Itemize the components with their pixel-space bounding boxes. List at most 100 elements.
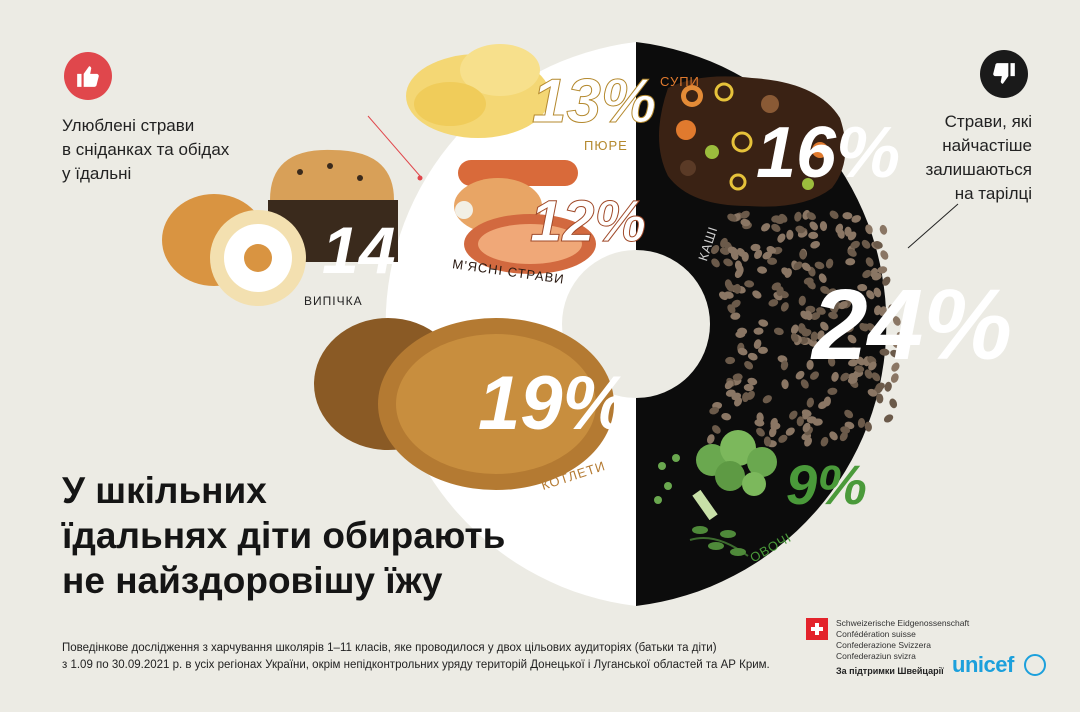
buckwheat-grain [879,224,888,235]
buckwheat-grain [753,327,764,335]
buckwheat-grain [789,410,798,420]
buckwheat-grain [880,250,889,260]
buckwheat-grain [873,241,883,249]
buckwheat-grain [847,376,858,384]
buckwheat-grain [740,218,751,227]
soups-percent: 16% [756,113,901,193]
meat-percent: 12% [529,189,647,255]
buckwheat-grain [876,393,884,404]
buckwheat-illustration [706,210,906,448]
headline-line: їдальнях діти обирають [62,515,506,556]
buckwheat-grain [890,349,900,358]
buckwheat-grain [861,239,871,249]
buckwheat-grain [780,360,789,371]
buckwheat-grain [801,329,812,337]
buckwheat-grain [854,365,865,373]
buckwheat-grain [891,362,900,372]
buckwheat-grain [896,331,906,341]
porridge-percent: 24% [812,269,1013,381]
buckwheat-grain [879,348,890,356]
buckwheat-grain [859,323,870,331]
cutlets-percent: 19% [478,361,631,446]
headline-line: У шкільних [62,470,267,511]
buckwheat-grain [847,334,857,344]
buckwheat-grain [865,257,874,267]
buckwheat-grain [780,302,789,312]
buckwheat-grain [884,381,892,392]
swiss-flag-icon [806,618,828,640]
buckwheat-grain [801,262,811,272]
puree-illustration [406,44,550,138]
buckwheat-grain [799,249,807,260]
left-caption: Улюблені страви в сніданках та обідах у … [62,114,229,186]
buckwheat-grain [820,321,829,331]
buckwheat-grain [753,339,762,349]
right-caption-line: на тарілці [954,184,1032,203]
buckwheat-grain [888,304,896,315]
buckwheat-grain [871,372,881,382]
buckwheat-grain [725,356,736,365]
buckwheat-grain [857,283,868,292]
buckwheat-grain [737,347,748,356]
thumbs-up-icon [64,52,112,100]
right-caption-line: залишаються [925,160,1032,179]
buckwheat-grain [819,221,828,232]
cutlets-illustration [314,318,614,490]
buckwheat-grain [883,414,894,423]
buckwheat-grain [727,246,738,255]
broccoli-illustration [692,430,777,521]
buckwheat-grain [711,258,720,268]
buckwheat-grain [725,389,736,397]
buckwheat-grain [879,306,887,316]
buckwheat-grain [849,347,860,355]
buckwheat-grain [801,409,812,417]
buckwheat-grain [892,341,903,349]
buckwheat-grain [784,268,792,278]
peas-illustration [654,454,680,504]
buckwheat-grain [867,388,878,397]
buckwheat-grain [778,434,788,443]
swiss-confederation-text: Schweizerische Eidgenossenschaft Confédé… [836,618,969,662]
buckwheat-grain [831,371,839,382]
buckwheat-grain [827,387,838,395]
buckwheat-grain [794,211,802,222]
buckwheat-grain [806,397,815,408]
puree-label: ПЮРЕ [584,138,628,153]
buckwheat-grain [827,356,836,367]
buckwheat-grain [835,223,844,234]
buckwheat-grain [865,224,873,235]
buckwheat-grain [709,406,720,415]
buckwheat-grain [798,295,806,306]
buckwheat-grain [814,261,825,270]
buckwheat-grain [844,409,854,419]
buckwheat-grain [747,377,758,386]
buckwheat-grain [829,431,838,441]
right-caption-line: найчастіше [942,136,1032,155]
buckwheat-grain [848,359,858,367]
buckwheat-grain [758,319,769,327]
buckwheat-grain [851,215,862,223]
buckwheat-grain [778,213,788,223]
buckwheat-grain [744,360,754,370]
buckwheat-grain [721,412,732,421]
buckwheat-grain [804,437,813,447]
buckwheat-grain [771,223,781,232]
buckwheat-grain [847,248,857,257]
footer-line: Поведінкове дослідження з харчування шко… [62,642,717,654]
buckwheat-grain [762,395,772,404]
buckwheat-grain [725,282,735,292]
buckwheat-grain [864,421,872,432]
buckwheat-grain [882,276,891,286]
buckwheat-grain [723,291,734,299]
buckwheat-grain [844,324,854,333]
buckwheat-grain [740,210,750,219]
buckwheat-grain [781,379,789,390]
buckwheat-grain [770,422,781,430]
buckwheat-grain [864,369,873,379]
swiss-support-text: За підтримки Швейцарії [836,666,944,676]
headline-line: не найздоровішу їжу [62,560,443,601]
pastry-percent: 14% [322,213,455,287]
buckwheat-grain [842,212,853,220]
buckwheat-grain [850,240,860,249]
